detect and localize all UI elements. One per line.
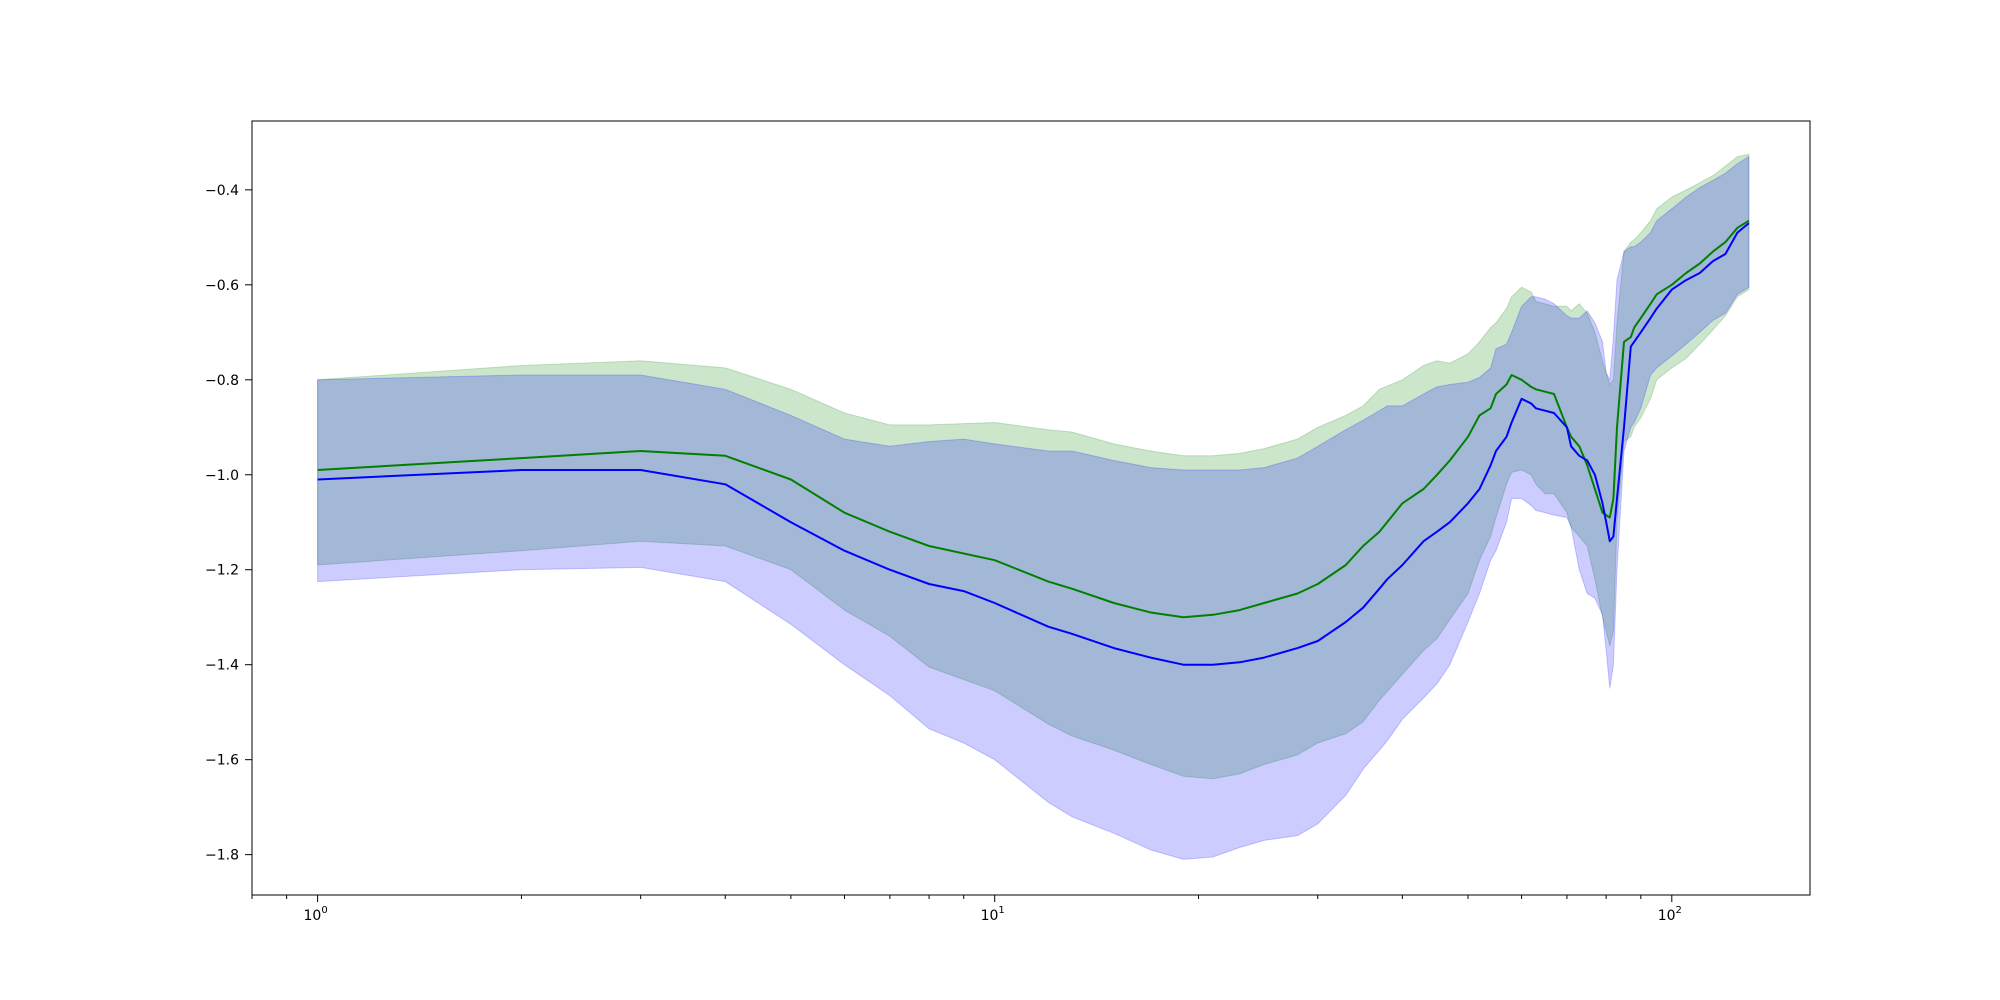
y-tick-label: −0.4 [205,183,239,199]
series-2-band [317,155,1750,860]
y-tick-label: −0.8 [205,373,239,389]
series-lines [317,219,1750,666]
confidence-bands [317,153,1750,860]
series-2-line [317,222,1750,666]
y-tick-label: −1.4 [205,658,239,674]
x-tick-label: 101 [981,905,1005,924]
series-1-band [317,153,1750,780]
plot-frame [251,120,1811,896]
y-tick-label: −1.6 [205,753,239,769]
series-1-line [317,219,1750,619]
y-tick-label: −0.6 [205,278,239,294]
y-tick-label: −1.2 [205,563,239,579]
x-axis: 100 101 102 [251,895,1682,924]
y-axis: −0.4 −0.6 −0.8 −1.0 −1.2 −1.4 −1.6 −1.8 [205,183,252,864]
y-tick-label: −1.0 [205,468,239,484]
y-tick-label: −1.8 [205,848,239,864]
x-tick-label: 100 [304,905,328,924]
x-tick-label: 102 [1658,905,1682,924]
